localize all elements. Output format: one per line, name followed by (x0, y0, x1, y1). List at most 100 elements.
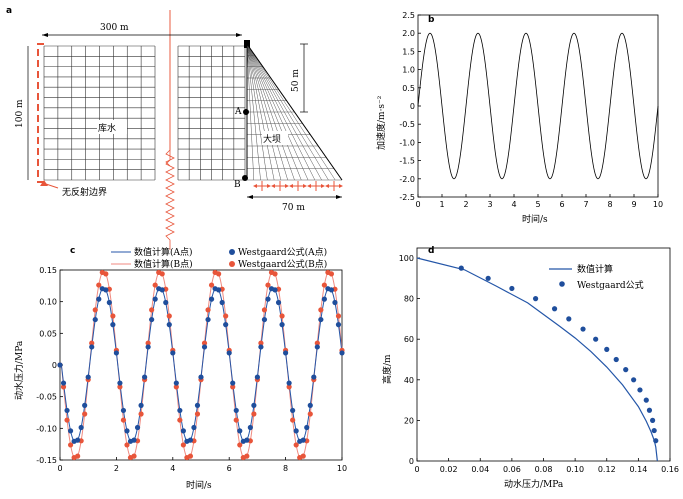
width-label: 300 m (100, 23, 129, 33)
westgaard-a-point (163, 299, 169, 306)
westgaard-a-point (328, 287, 335, 293)
legend-label-numeric: 数值计算 (577, 263, 613, 275)
panel-c-legend: 数值计算(A点) Westgaard公式(A点) 数值计算(B点) Westga… (111, 246, 327, 270)
y-tick-label: 40 (404, 376, 414, 385)
westgaard-b-point (173, 384, 179, 390)
westgaard-a-point (117, 380, 123, 386)
westgaard-point (509, 285, 515, 292)
height-label: 100 m (15, 99, 25, 128)
westgaard-a-point (318, 316, 324, 323)
panel-d-numeric-line (416, 257, 658, 462)
y-tick-label: -0.15 (36, 456, 57, 465)
y-tick-label: -0.10 (36, 424, 57, 433)
x-tick-label: 0.12 (598, 465, 616, 474)
westgaard-a-point (233, 407, 239, 414)
y-tick-label: 0 (410, 102, 415, 111)
x-tick-label: 6 (559, 200, 564, 209)
dam-downstream-face (246, 43, 343, 181)
westgaard-a-point (237, 428, 243, 434)
x-tick-label: 4 (170, 464, 175, 473)
westgaard-b-point (208, 282, 215, 288)
westgaard-b-point (258, 340, 264, 346)
westgaard-a-point (198, 374, 204, 380)
westgaard-a-point (194, 402, 201, 408)
westgaard-point (532, 296, 539, 302)
ground-arrowhead (267, 184, 271, 188)
x-tick-label: 0 (414, 465, 419, 474)
westgaard-point (650, 417, 656, 423)
westgaard-point (631, 377, 637, 383)
panel-b-xlabel: 时间/s (522, 213, 548, 225)
westgaard-a-point (85, 374, 91, 380)
y-tick-label: 0.5 (402, 84, 415, 93)
westgaard-a-point (177, 407, 183, 414)
westgaard-a-point (201, 344, 208, 350)
westgaard-a-point (339, 350, 345, 356)
westgaard-point (646, 407, 653, 413)
legend-dot-a (229, 249, 235, 255)
legend-dot-b (229, 261, 235, 267)
westgaard-a-point (230, 380, 236, 386)
y-tick-label: -0.5 (399, 120, 415, 129)
westgaard-a-point (92, 316, 98, 323)
y-tick-label: -1.5 (399, 157, 415, 166)
y-tick-label: -0.05 (36, 393, 57, 402)
width-arrow-right (236, 33, 242, 37)
point-b-marker (242, 175, 248, 181)
y-tick-label: 80 (404, 295, 414, 304)
dam-height-label: 50 m (291, 69, 301, 92)
dam-base-label: 70 m (282, 203, 305, 213)
westgaard-a-point (191, 424, 197, 431)
westgaard-a-point (152, 296, 158, 302)
westgaard-a-point (283, 350, 289, 356)
panel-letter-c: c (70, 246, 75, 256)
x-tick-label: 8 (607, 200, 612, 209)
panel-d-ylabel: 高度/m (381, 354, 393, 384)
westgaard-b-point (117, 384, 123, 390)
westgaard-a-point (78, 424, 84, 431)
x-tick-label: 1 (439, 200, 444, 209)
y-tick-label: 20 (404, 416, 414, 425)
x-tick-label: 2 (114, 464, 119, 473)
westgaard-point (604, 346, 610, 352)
westgaard-a-point (64, 407, 70, 414)
x-tick-label: 0.14 (629, 465, 647, 474)
non-reflect-boundary (37, 43, 48, 183)
westgaard-a-point (286, 380, 292, 386)
legend-label-westgaard-b: Westgaard公式(B点) (238, 258, 327, 270)
westgaard-b-point (194, 411, 201, 417)
westgaard-b-point (75, 453, 81, 459)
westgaard-b-point (230, 384, 236, 390)
westgaard-b-point (120, 417, 127, 423)
westgaard-b-point (180, 442, 186, 448)
x-tick-label: 10 (653, 200, 663, 209)
westgaard-point (651, 427, 657, 434)
panel-c-ylabel: 动水压力/MPa (13, 340, 25, 400)
westgaard-a-point (113, 350, 119, 356)
westgaard-b-point (265, 282, 271, 288)
panel-d-westgaard-points (458, 265, 659, 444)
y-tick-label: 2.0 (402, 29, 415, 38)
x-tick-label: 2 (463, 200, 468, 209)
westgaard-a-point (254, 374, 260, 380)
reservoir-mesh (43, 45, 246, 181)
westgaard-a-point (134, 424, 141, 431)
westgaard-a-point (145, 344, 151, 350)
westgaard-b-point (293, 442, 299, 448)
westgaard-b-point (335, 313, 342, 319)
westgaard-a-point (265, 296, 271, 302)
y-tick-label: 0.05 (39, 329, 57, 338)
ground-motion-arrows (253, 181, 343, 191)
westgaard-a-point (149, 316, 155, 323)
x-tick-label: 4 (511, 200, 516, 209)
dam-label-bg (262, 131, 288, 145)
westgaard-a-point (57, 362, 63, 368)
panel-c-axes (59, 269, 343, 461)
panel-b-acceleration-line (417, 32, 659, 180)
westgaard-a-point (258, 344, 264, 350)
westgaard-a-point (304, 424, 310, 431)
dam-mesh (244, 40, 343, 181)
westgaard-point (637, 387, 643, 393)
panel-c-numeric-b-line (60, 270, 343, 460)
